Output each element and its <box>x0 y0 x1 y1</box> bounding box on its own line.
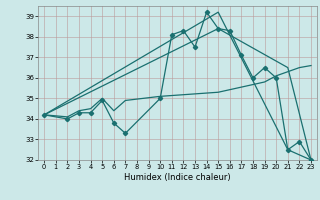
X-axis label: Humidex (Indice chaleur): Humidex (Indice chaleur) <box>124 173 231 182</box>
